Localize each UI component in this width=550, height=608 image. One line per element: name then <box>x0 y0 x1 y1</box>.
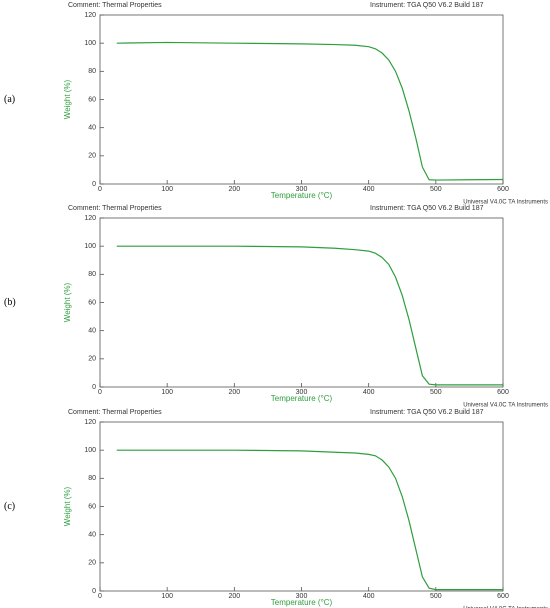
x-tick-label: 100 <box>161 389 173 396</box>
comment: Comment: Thermal Properties <box>68 409 162 416</box>
x-tick-label: 500 <box>430 389 442 396</box>
x-axis-label: Temperature (°C) <box>271 394 333 403</box>
y-tick-label: 60 <box>88 299 96 306</box>
x-tick-label: 400 <box>363 389 375 396</box>
y-tick-label: 20 <box>88 560 96 567</box>
y-tick-label: 100 <box>84 40 96 47</box>
y-tick-label: 80 <box>88 68 96 75</box>
weight-curve <box>116 41 504 181</box>
x-axis-label: Temperature (°C) <box>271 191 333 200</box>
x-tick-label: 200 <box>228 593 240 600</box>
y-tick-label: 0 <box>92 384 96 391</box>
footer: Universal V4.0C TA Instruments <box>463 403 548 409</box>
panel-label: (a) <box>4 94 15 105</box>
footer: Universal V4.0C TA Instruments <box>463 200 548 206</box>
y-tick-label: 40 <box>88 532 96 539</box>
x-tick-label: 300 <box>296 389 308 396</box>
y-tick-label: 20 <box>88 356 96 363</box>
instrument: Instrument: TGA Q50 V6.2 Build 187 <box>370 409 484 416</box>
x-tick-label: 200 <box>228 186 240 193</box>
comment: Comment: Thermal Properties <box>68 205 162 212</box>
x-tick-label: 600 <box>497 186 509 193</box>
y-tick-label: 0 <box>92 588 96 595</box>
plot-frame <box>99 14 504 185</box>
y-tick-label: 80 <box>88 475 96 482</box>
y-tick-label: 120 <box>84 12 96 19</box>
x-tick-label: 200 <box>228 389 240 396</box>
y-tick-label: 120 <box>84 419 96 426</box>
weight-curve <box>116 245 503 386</box>
x-tick-label: 0 <box>98 593 102 600</box>
y-tick-label: 60 <box>88 503 96 510</box>
x-tick-label: 300 <box>296 186 308 193</box>
weight-curve <box>116 449 503 591</box>
x-tick-label: 500 <box>430 593 442 600</box>
y-tick-label: 40 <box>88 125 96 132</box>
instrument: Instrument: TGA Q50 V6.2 Build 187 <box>370 205 484 212</box>
x-tick-label: 400 <box>363 186 375 193</box>
y-tick-label: 40 <box>88 328 96 335</box>
x-tick-label: 400 <box>363 593 375 600</box>
plot-frame <box>99 421 504 592</box>
plot-frame <box>99 217 504 388</box>
y-tick-label: 80 <box>88 271 96 278</box>
x-tick-label: 600 <box>497 593 509 600</box>
y-tick-label: 100 <box>84 243 96 250</box>
x-tick-label: 0 <box>98 186 102 193</box>
y-axis-label: Weight (%) <box>63 79 72 119</box>
y-axis-label: Weight (%) <box>63 282 72 322</box>
footer: Universal V4.0C TA Instruments <box>463 607 548 608</box>
x-tick-label: 500 <box>430 186 442 193</box>
x-tick-label: 100 <box>161 593 173 600</box>
y-tick-label: 100 <box>84 447 96 454</box>
y-tick-label: 0 <box>92 181 96 188</box>
x-tick-label: 300 <box>296 593 308 600</box>
y-tick-label: 60 <box>88 96 96 103</box>
panel-label: (c) <box>4 501 15 512</box>
x-tick-label: 600 <box>497 389 509 396</box>
x-tick-label: 100 <box>161 186 173 193</box>
y-tick-label: 20 <box>88 153 96 160</box>
x-tick-label: 0 <box>98 389 102 396</box>
y-tick-label: 120 <box>84 215 96 222</box>
instrument: Instrument: TGA Q50 V6.2 Build 187 <box>370 2 484 9</box>
y-axis-label: Weight (%) <box>63 486 72 526</box>
x-axis-label: Temperature (°C) <box>271 598 333 607</box>
panel-label: (b) <box>4 297 16 308</box>
comment: Comment: Thermal Properties <box>68 2 162 9</box>
